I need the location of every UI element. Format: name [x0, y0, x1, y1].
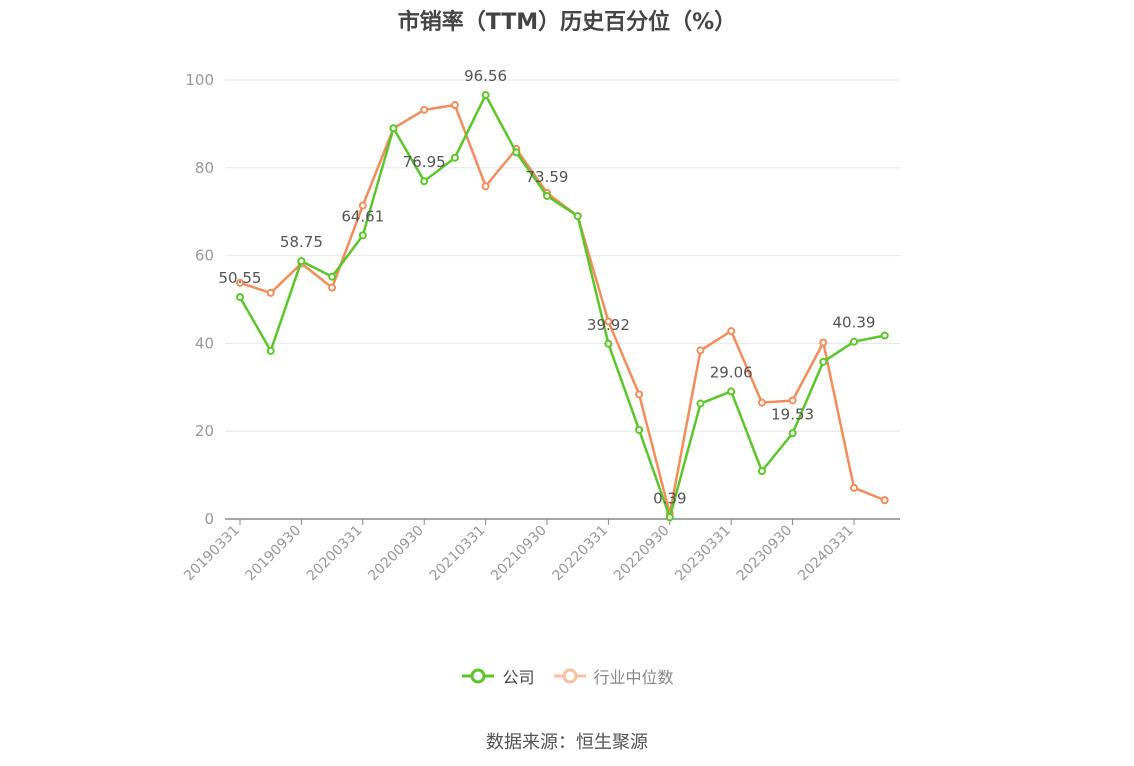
data-label: 40.39	[833, 314, 876, 332]
data-point-company	[328, 272, 337, 281]
y-tick-label: 80	[195, 159, 214, 177]
data-label: 96.56	[464, 67, 507, 85]
data-point-industry	[450, 101, 459, 110]
data-point-company	[420, 177, 429, 186]
data-point-company	[880, 331, 889, 340]
series-lines	[236, 91, 889, 522]
axes: 0 20 40 60 80 100 20190331 20190930 20200331 2020…	[181, 71, 900, 584]
legend-industry-marker-icon	[553, 668, 586, 684]
data-labels: 50.55 58.75 64.61 76.95 96.56 73.59 39.92 0.39 2…	[219, 67, 876, 507]
data-point-industry	[266, 288, 275, 297]
x-tick-label: 20230930	[734, 523, 796, 585]
data-point-company	[757, 467, 766, 476]
data-point-industry	[420, 105, 429, 114]
data-point-industry	[850, 483, 858, 492]
legend-item-industry[interactable]: 行业中位数	[552, 664, 674, 688]
data-point-industry	[819, 338, 828, 347]
data-label: 29.06	[710, 363, 753, 381]
data-point-industry	[328, 283, 337, 292]
data-point-company	[543, 191, 551, 200]
x-tick-label: 20220930	[611, 523, 673, 585]
data-label: 73.59	[526, 168, 569, 186]
data-point-company	[481, 91, 490, 100]
data-point-company	[696, 399, 705, 408]
data-point-industry	[727, 327, 736, 336]
data-label: 19.53	[771, 405, 814, 423]
data-point-company	[850, 337, 858, 346]
x-tick-label: 20230331	[672, 523, 734, 585]
x-tick-label: 20220331	[550, 523, 612, 585]
data-point-company	[358, 231, 367, 240]
legend: 公司 行业中位数	[0, 664, 1134, 690]
legend-industry-label: 行业中位数	[593, 668, 674, 687]
data-label: 76.95	[403, 153, 446, 171]
data-label: 64.61	[341, 207, 384, 225]
data-label: 39.92	[587, 316, 630, 334]
legend-item-company[interactable]: 公司	[460, 664, 534, 688]
x-tick-label: 20190331	[181, 523, 243, 585]
data-point-company	[788, 429, 797, 438]
data-point-industry	[236, 278, 244, 287]
x-tick-label: 20240331	[795, 523, 857, 585]
data-point-company	[573, 212, 582, 221]
x-tick-label: 20210331	[427, 523, 489, 585]
data-point-company	[389, 124, 398, 133]
legend-company-label: 公司	[502, 668, 535, 687]
x-tick-label: 20210930	[488, 523, 550, 585]
data-point-company	[635, 425, 644, 434]
data-point-industry	[757, 398, 766, 407]
data-point-company	[266, 346, 275, 355]
series-line-company	[238, 93, 885, 519]
data-point-company	[512, 148, 521, 157]
x-tick-label: 20200930	[365, 523, 427, 585]
data-point-industry	[481, 182, 490, 191]
x-tick-label: 20190930	[243, 523, 305, 585]
y-tick-label: 40	[195, 334, 214, 352]
data-point-company	[297, 257, 306, 266]
data-label: 58.75	[280, 233, 323, 251]
legend-company-marker-icon	[462, 668, 495, 684]
x-tick-label: 20200331	[304, 523, 366, 585]
data-point-company	[819, 357, 828, 366]
data-point-company	[665, 513, 674, 522]
data-label: 50.55	[219, 269, 262, 287]
y-tick-label: 60	[195, 247, 214, 265]
data-point-company	[450, 153, 459, 162]
y-tick-label: 100	[185, 71, 214, 89]
data-point-industry	[788, 396, 797, 405]
data-point-company	[604, 339, 613, 348]
data-point-company	[236, 293, 244, 302]
data-point-company	[727, 387, 736, 396]
y-tick-label: 20	[195, 422, 214, 440]
source-note: 数据来源：恒生聚源	[486, 732, 648, 753]
data-point-industry	[696, 346, 705, 355]
y-tick-label: 0	[204, 510, 214, 528]
data-point-industry	[358, 201, 367, 210]
data-point-industry	[604, 317, 613, 326]
data-point-industry	[635, 390, 644, 399]
grid-lines	[225, 79, 900, 432]
data-point-industry	[880, 496, 889, 505]
chart-title: 市销率（TTM）历史百分位（%）	[397, 10, 737, 35]
series-line-industry	[239, 103, 886, 515]
data-label: 0.39	[653, 489, 686, 507]
